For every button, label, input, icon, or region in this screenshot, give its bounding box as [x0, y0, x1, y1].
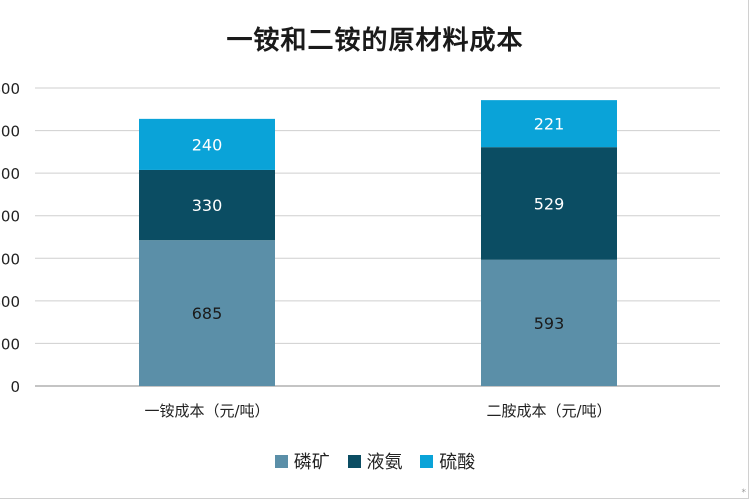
bar-segment: [481, 147, 617, 260]
data-label: 593: [534, 314, 565, 333]
chart-title: 一铵和二铵的原材料成本: [226, 26, 524, 56]
y-tick-label: 1400: [0, 80, 20, 98]
data-label: 529: [534, 194, 565, 213]
legend-item-phosphate: 磷矿: [274, 448, 330, 474]
x-axis-categories: 一铵成本（元/吨） 二胺成本（元/吨）: [144, 402, 611, 420]
bar-segment: [139, 169, 275, 241]
legend-label: 磷矿: [293, 452, 330, 473]
legend: 磷矿 液氨 硫酸: [0, 448, 750, 474]
bar-segment: [481, 259, 617, 386]
y-tick-label: 200: [0, 335, 20, 353]
x-category-label: 二胺成本（元/吨）: [486, 402, 611, 420]
data-label: 221: [534, 115, 565, 134]
bar-segment: [139, 118, 275, 170]
legend-swatch: [347, 454, 361, 468]
legend-label: 硫酸: [439, 452, 476, 473]
y-tick-label: 800: [0, 208, 20, 226]
corner-mark: *: [741, 488, 747, 498]
x-category-label: 一铵成本（元/吨）: [144, 402, 269, 420]
legend-label: 液氨: [366, 452, 403, 473]
data-label: 330: [192, 196, 223, 215]
y-tick-label: 1200: [0, 123, 20, 141]
y-tick-label: 600: [0, 250, 20, 268]
legend-item-ammonia: 液氨: [347, 448, 403, 474]
legend-swatch: [420, 454, 434, 468]
legend-swatch: [274, 454, 288, 468]
bar-segment: [481, 100, 617, 148]
data-label: 240: [192, 135, 223, 154]
y-tick-label: 0: [10, 378, 20, 396]
bars: [139, 100, 617, 386]
data-labels: 685 330 240 593 529 221: [192, 115, 565, 333]
legend-item-sulfuric-acid: 硫酸: [420, 448, 475, 474]
y-tick-label: 400: [0, 293, 20, 311]
bar-segment: [139, 240, 275, 386]
gridlines: [35, 87, 720, 387]
data-label: 685: [192, 304, 223, 323]
